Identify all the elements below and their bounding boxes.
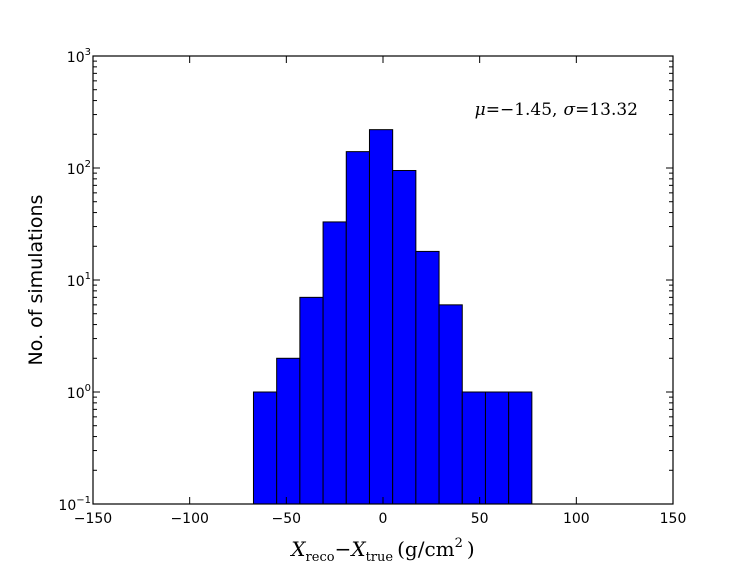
y-tick-label: 100	[67, 383, 91, 402]
x-tick-label: 0	[379, 511, 388, 527]
x-tick-label: −50	[272, 511, 302, 527]
histogram-bar	[392, 169, 417, 505]
histogram-bar	[322, 221, 347, 505]
histogram-bar	[508, 391, 533, 505]
x-tick-label: −100	[170, 511, 208, 527]
histogram-bar	[368, 129, 394, 505]
histogram-bar	[461, 391, 486, 505]
x-tick-labels: −150 −100 −50 0 50 100 150	[74, 511, 687, 527]
histogram-bars	[252, 129, 533, 505]
histogram-bar	[299, 296, 324, 505]
x-tick-label: 100	[563, 511, 590, 527]
y-tick-label: 101	[67, 271, 91, 290]
axis-ticks	[92, 55, 674, 505]
y-tick-label: 103	[67, 47, 91, 66]
y-tick-label: 102	[67, 159, 91, 178]
histogram-bar	[415, 250, 440, 505]
x-tick-label: 150	[660, 511, 687, 527]
histogram-bar	[276, 357, 301, 505]
histogram-bar	[438, 304, 463, 505]
y-tick-label: 10−1	[58, 495, 91, 514]
stats-annotation: μ=−1.45, σ=13.32	[475, 100, 638, 120]
y-axis-title: No. of simulations	[25, 195, 47, 366]
histogram-bar	[484, 391, 510, 505]
y-tick-labels: 10−1 100 101 102 103	[58, 47, 91, 514]
histogram-bar	[252, 391, 278, 505]
x-tick-label: −150	[74, 511, 112, 527]
x-tick-label: 50	[471, 511, 489, 527]
x-axis-title: Xreco−Xtrue (g/cm2)	[289, 536, 474, 561]
histogram-bar	[345, 151, 370, 505]
